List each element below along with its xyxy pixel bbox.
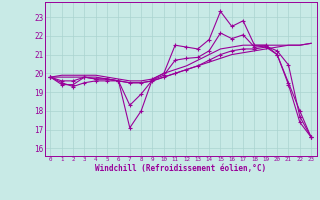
X-axis label: Windchill (Refroidissement éolien,°C): Windchill (Refroidissement éolien,°C) — [95, 164, 266, 173]
